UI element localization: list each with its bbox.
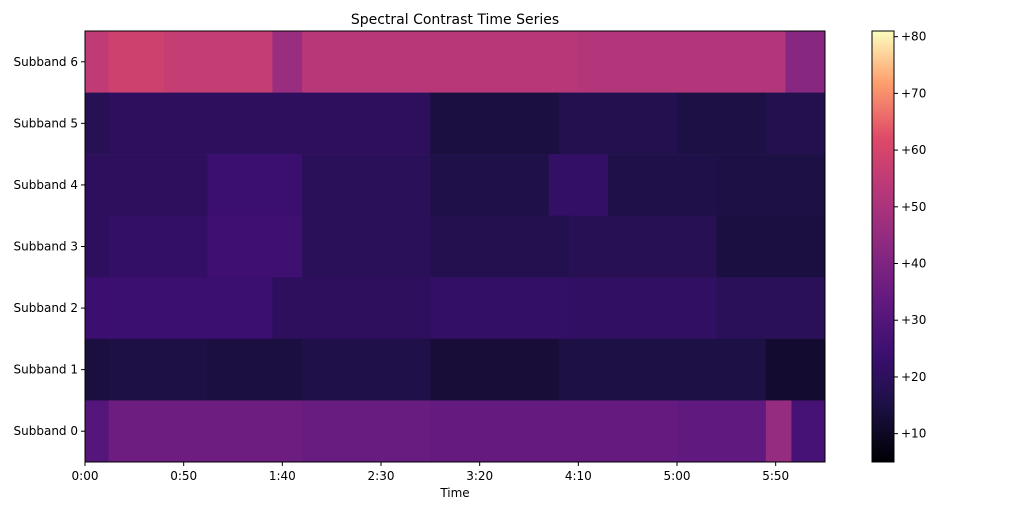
heatmap-cell-subband-5-6 — [765, 92, 826, 155]
heatmap-cell-subband-0-0 — [85, 400, 110, 463]
heatmap-cell-subband-6-3 — [272, 31, 303, 93]
heatmap-cell-subband-1-3 — [302, 338, 431, 401]
y-tick-label-subband-5: Subband 5 — [14, 116, 78, 130]
heatmap-cell-subband-3-0 — [85, 215, 110, 278]
heatmap-cell-subband-6-0 — [85, 31, 110, 93]
heatmap-cell-subband-0-4 — [677, 400, 767, 463]
x-tick-label-2: 1:40 — [269, 469, 296, 483]
heatmap-cell-subband-0-1 — [108, 400, 303, 463]
x-axis: 0:00 0:50 1:40 2:30 3:20 4:10 5:00 5:50 — [72, 462, 789, 483]
heatmap-cell-subband-5-0 — [85, 92, 110, 155]
heatmap-cell-subband-4-4 — [430, 154, 550, 217]
x-tick-label-0: 0:00 — [72, 469, 99, 483]
heatmap-cell-subband-5-3 — [430, 92, 560, 155]
y-axis: Subband 0 Subband 1 Subband 2 Subband 3 Subb… — [14, 55, 85, 438]
heatmap-cell-subband-6-1 — [108, 31, 165, 93]
y-tick-label-subband-6: Subband 6 — [14, 55, 78, 69]
chart-title: Spectral Contrast Time Series — [351, 12, 559, 28]
heatmap-cell-subband-4-2 — [207, 154, 303, 217]
heatmap-cell-subband-4-1 — [108, 154, 208, 217]
y-tick-label-subband-4: Subband 4 — [14, 178, 78, 192]
x-tick-label-1: 0:50 — [170, 469, 197, 483]
heatmap-cell-subband-2-1 — [108, 277, 273, 340]
heatmap-cell-subband-2-0 — [85, 277, 110, 340]
heatmap-cell-subband-4-7 — [716, 154, 826, 217]
y-tick-label-subband-3: Subband 3 — [14, 240, 78, 254]
heatmap-cell-subband-6-2 — [163, 31, 273, 93]
colorbar-tick-label-7: +80 — [901, 30, 926, 44]
heatmap-cell-subband-2-3 — [430, 277, 569, 340]
heatmap-cell-subband-2-4 — [568, 277, 717, 340]
y-tick-label-subband-1: Subband 1 — [14, 363, 78, 377]
colorbar-tick-label-1: +20 — [901, 370, 926, 384]
colorbar-ticks: +10 +20 +30 +40 +50 +60 +70 +80 — [894, 30, 926, 441]
heatmap-cell-subband-1-1 — [108, 338, 208, 401]
colorbar-tick-label-3: +40 — [901, 257, 926, 271]
colorbar: +10 +20 +30 +40 +50 +60 +70 +80 — [871, 30, 926, 463]
heatmap-cell-subband-5-4 — [558, 92, 678, 155]
heatmap-cell-subband-0-3 — [430, 400, 678, 463]
heatmap-cell-subband-5-1 — [108, 92, 273, 155]
x-tick-label-5: 4:10 — [565, 469, 592, 483]
colorbar-tick-label-2: +30 — [901, 313, 926, 327]
heatmap-cell-subband-4-5 — [548, 154, 609, 217]
heatmap-cell-subband-3-5 — [568, 215, 717, 278]
x-axis-label: Time — [439, 486, 469, 500]
heatmap-cell-subband-3-2 — [207, 215, 303, 278]
heatmap-cell-subband-3-3 — [302, 215, 431, 278]
heatmap-cell-subband-5-2 — [272, 92, 431, 155]
heatmap-cell-subband-1-4 — [430, 338, 560, 401]
colorbar-tick-label-6: +70 — [901, 86, 926, 100]
heatmap-cell-subband-5-5 — [677, 92, 767, 155]
heatmap-cell-subband-4-0 — [85, 154, 110, 217]
heatmap-cell-subband-0-6 — [791, 400, 826, 463]
heatmap-cell-subband-1-5 — [558, 338, 767, 401]
heatmap-cell-subband-3-4 — [430, 215, 569, 278]
heatmap-cell-subband-4-3 — [302, 154, 431, 217]
colorbar-tick-label-5: +60 — [901, 143, 926, 157]
y-tick-label-subband-2: Subband 2 — [14, 301, 78, 315]
y-tick-label-subband-0: Subband 0 — [14, 424, 78, 438]
heatmap-cell-subband-6-4 — [302, 31, 579, 93]
heatmap-cell-subband-1-6 — [765, 338, 826, 401]
heatmap-cell-subband-6-5 — [578, 31, 678, 93]
heatmap-area — [85, 31, 826, 463]
heatmap-cell-subband-1-0 — [85, 338, 110, 401]
x-tick-label-7: 5:50 — [762, 469, 789, 483]
heatmap-cell-subband-2-5 — [716, 277, 826, 340]
heatmap-cell-subband-2-2 — [272, 277, 431, 340]
heatmap-cell-subband-0-5 — [765, 400, 792, 463]
heatmap-cell-subband-4-6 — [607, 154, 717, 217]
x-tick-label-4: 3:20 — [466, 469, 493, 483]
colorbar-tick-label-4: +50 — [901, 200, 926, 214]
heatmap-cell-subband-0-2 — [302, 400, 431, 463]
heatmap-cell-subband-6-7 — [785, 31, 826, 93]
heatmap-cell-subband-6-6 — [677, 31, 787, 93]
x-tick-label-3: 2:30 — [368, 469, 395, 483]
colorbar-gradient — [871, 30, 895, 463]
x-tick-label-6: 5:00 — [664, 469, 691, 483]
heatmap-cell-subband-3-6 — [716, 215, 826, 278]
heatmap-cell-subband-3-1 — [108, 215, 208, 278]
colorbar-tick-label-0: +10 — [901, 427, 926, 441]
heatmap-cell-subband-1-2 — [207, 338, 303, 401]
